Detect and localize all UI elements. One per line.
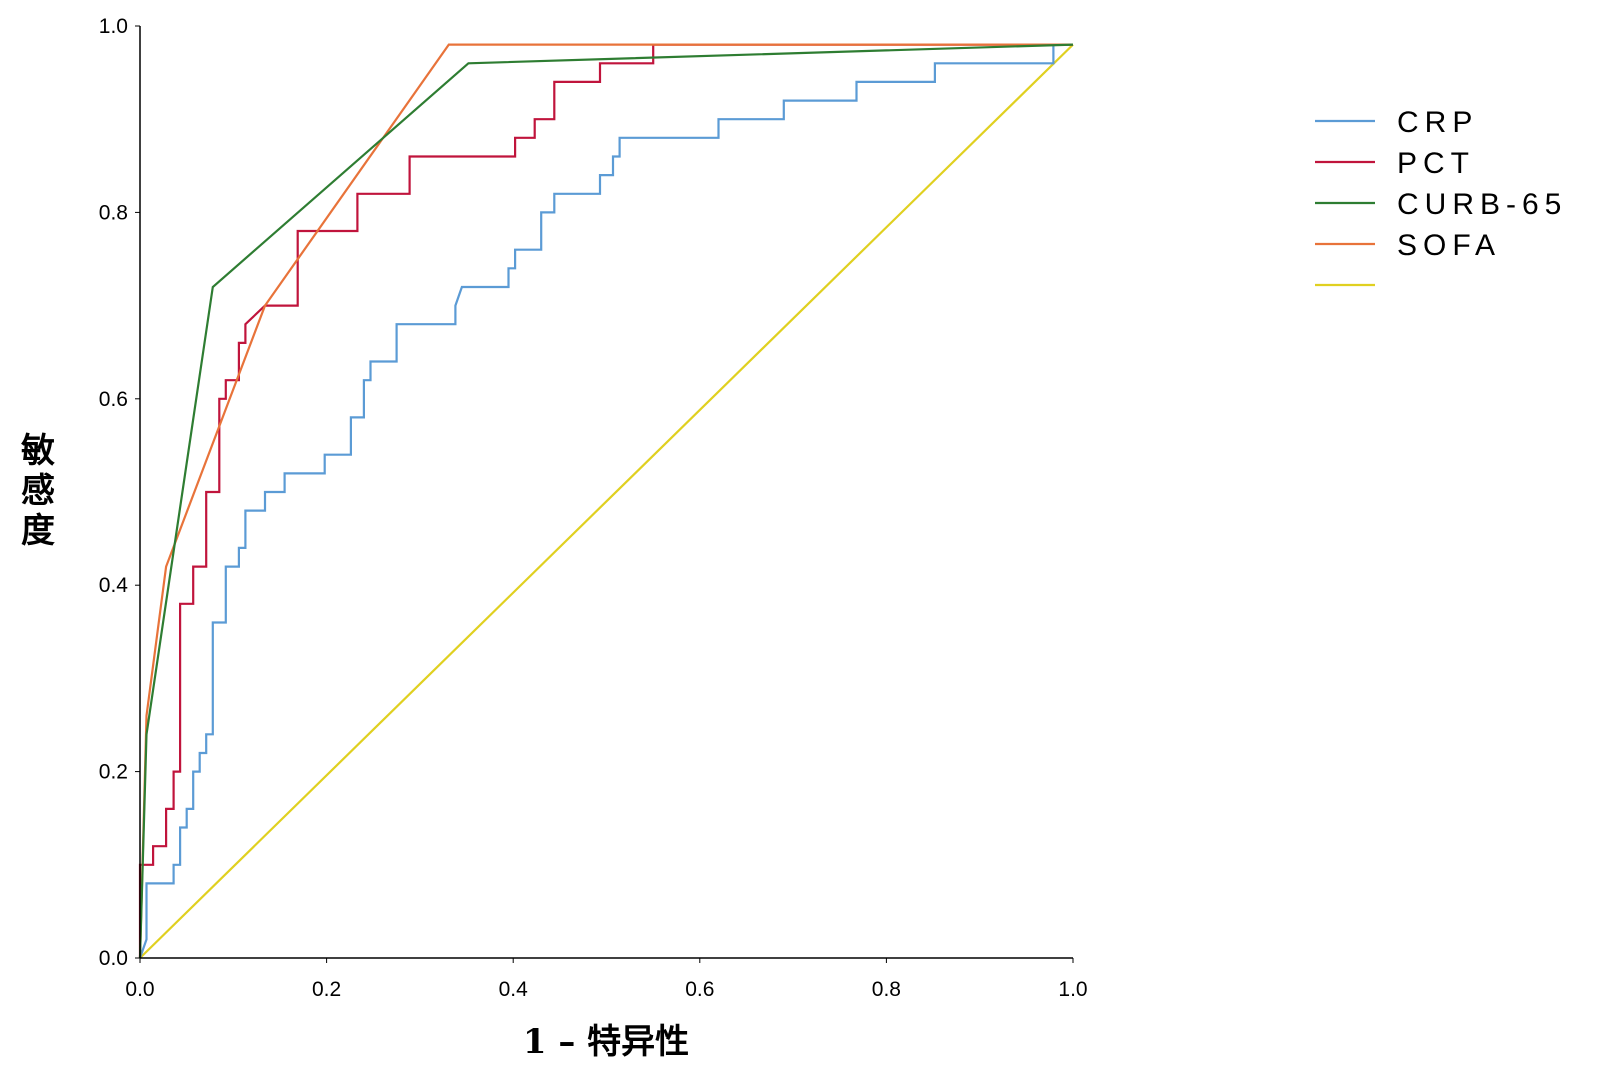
- x-tick-label: 1.0: [1058, 978, 1087, 1001]
- y-tick-label: 0.0: [99, 947, 128, 970]
- series-line-curb-65: [138, 43, 1074, 959]
- legend-label: CRP: [1397, 106, 1478, 139]
- legend-label: PCT: [1397, 147, 1475, 180]
- y-tick-label: 0.8: [99, 201, 128, 224]
- series-line-pct: [138, 43, 1073, 958]
- x-tick-label: 0.8: [872, 978, 901, 1001]
- series-line-reference: [139, 43, 1074, 959]
- legend-label: CURB-65: [1397, 188, 1567, 221]
- y-axis-title-char: 感: [21, 471, 55, 511]
- x-axis-title: 1 – 特异性: [523, 1022, 689, 1062]
- series-line-crp: [138, 43, 1073, 959]
- y-tick-label: 0.6: [99, 388, 128, 411]
- x-tick-label: 0.6: [685, 978, 714, 1001]
- x-tick-label: 0.2: [312, 978, 341, 1001]
- y-axis-title-char: 度: [21, 511, 55, 551]
- axes: 0.0 0.2 0.4 0.6 0.8 1.0 0.0 0.2 0.4 0.6 0.8 1.0: [99, 15, 1088, 1001]
- y-tick-label: 1.0: [99, 15, 128, 38]
- legend-label: SOFA: [1397, 229, 1501, 262]
- y-axis-title: 敏感度: [21, 431, 55, 551]
- x-tick-label: 0.0: [125, 978, 154, 1001]
- y-tick-label: 0.2: [99, 761, 128, 784]
- x-tick-label: 0.4: [499, 978, 529, 1001]
- y-tick-label: 0.4: [99, 574, 129, 597]
- y-axis-title-char: 敏: [21, 431, 55, 471]
- series-layer: [138, 43, 1074, 959]
- legend: CRP PCT CURB-65 SOFA: [1315, 106, 1567, 287]
